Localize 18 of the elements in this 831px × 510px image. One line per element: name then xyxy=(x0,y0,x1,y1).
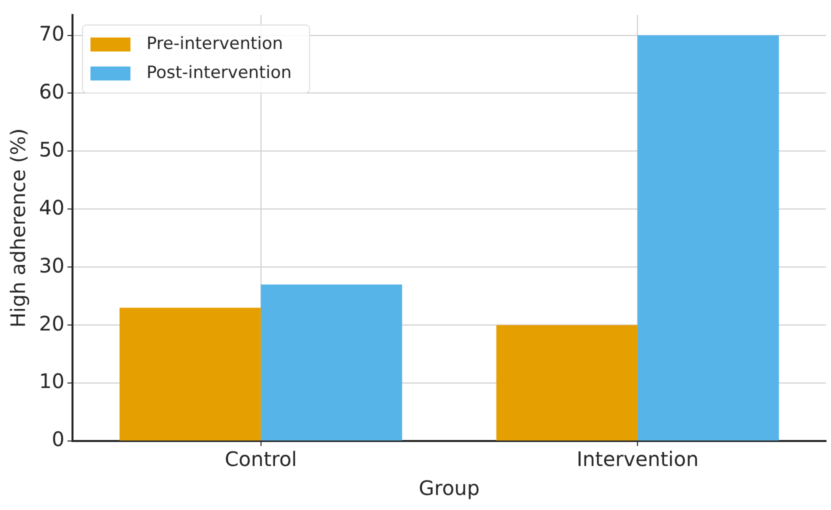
legend-label: Pre-intervention xyxy=(146,34,284,54)
bar xyxy=(638,35,779,440)
y-axis-title: High adherence (%) xyxy=(6,128,30,328)
y-tick-label: 30 xyxy=(38,253,64,278)
x-tick-label: Control xyxy=(224,447,297,472)
legend-label: Post-intervention xyxy=(146,62,292,83)
x-tick-label: Intervention xyxy=(576,447,699,472)
y-tick-label: 60 xyxy=(38,79,64,104)
x-axis-title: Group xyxy=(418,476,480,500)
y-tick-label: 0 xyxy=(52,427,64,452)
y-tick-label: 20 xyxy=(38,311,64,336)
y-tick-label: 10 xyxy=(38,369,64,394)
bar xyxy=(496,325,638,440)
y-tick-label: 50 xyxy=(38,137,64,162)
y-tick-label: 40 xyxy=(38,195,64,220)
bar xyxy=(120,308,261,440)
bar xyxy=(260,284,402,440)
y-tick-label: 70 xyxy=(38,21,64,46)
